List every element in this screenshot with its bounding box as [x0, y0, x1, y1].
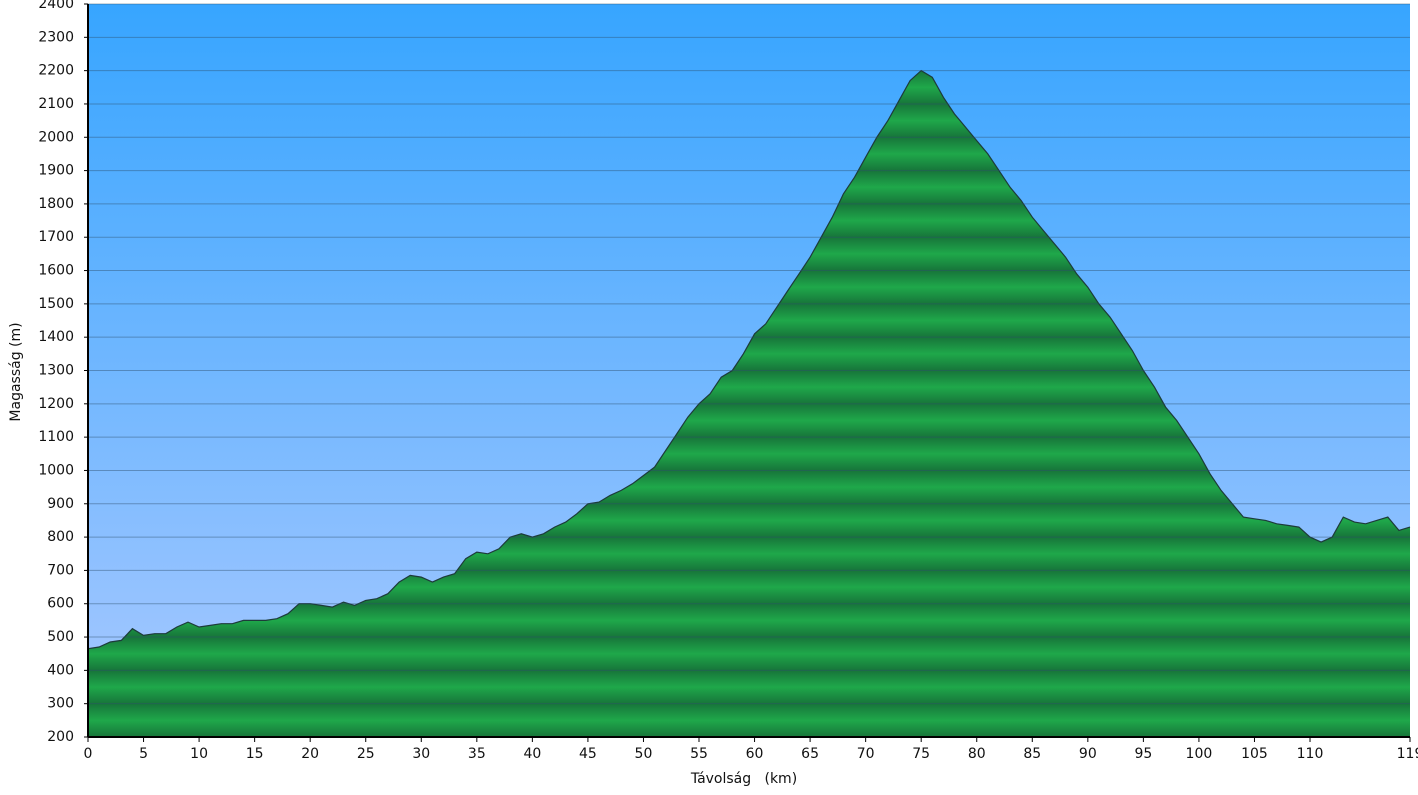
y-tick-label: 500: [47, 629, 74, 645]
x-tick-label: 45: [579, 746, 597, 762]
x-tick-label: 10: [190, 746, 208, 762]
x-tick-label: 80: [968, 746, 986, 762]
y-tick-label: 300: [47, 696, 74, 712]
x-tick-label: 55: [690, 746, 708, 762]
y-tick-label: 900: [47, 496, 74, 512]
y-tick-label: 1800: [38, 196, 74, 212]
x-tick-label: 85: [1023, 746, 1041, 762]
y-tick-label: 1200: [38, 396, 74, 412]
x-tick-label: 60: [746, 746, 764, 762]
x-tick-label: 40: [523, 746, 541, 762]
x-tick-label: 35: [468, 746, 486, 762]
y-tick-label: 1700: [38, 229, 74, 245]
x-tick-label: 90: [1079, 746, 1097, 762]
y-tick-label: 1600: [38, 263, 74, 279]
y-tick-label: 2300: [38, 29, 74, 45]
y-tick-label: 2000: [38, 129, 74, 145]
x-tick-label: 0: [84, 746, 93, 762]
x-tick-label: 95: [1134, 746, 1152, 762]
elevation-line: [87, 69, 1411, 650]
y-tick-label: 200: [47, 729, 74, 745]
x-tick-label: 105: [1241, 746, 1268, 762]
x-axis-label: Távolság (km): [690, 771, 797, 787]
x-tick-label: 70: [857, 746, 875, 762]
x-tick-label: 75: [912, 746, 930, 762]
y-tick-label: 1000: [38, 462, 74, 478]
x-tick-label: 100: [1186, 746, 1213, 762]
y-tick-label: 1400: [38, 329, 74, 345]
x-tick-label: 50: [635, 746, 653, 762]
y-tick-label: 1500: [38, 296, 74, 312]
y-tick-label: 1900: [38, 163, 74, 179]
x-tick-label: 110: [1297, 746, 1324, 762]
x-tick-label: 5: [139, 746, 148, 762]
y-tick-label: 2100: [38, 96, 74, 112]
y-tick-label: 2200: [38, 63, 74, 79]
x-tick-label: 20: [301, 746, 319, 762]
y-axis-label: Magasság (m): [8, 322, 24, 421]
y-tick-label: 700: [47, 562, 74, 578]
x-tick-label: 15: [246, 746, 264, 762]
elevation-area: [88, 70, 1410, 738]
y-tick-label: 400: [47, 662, 74, 678]
x-tick-label: 65: [801, 746, 819, 762]
y-tick-label: 1100: [38, 429, 74, 445]
x-tick-label: 25: [357, 746, 375, 762]
x-tick-label: 119: [1397, 746, 1418, 762]
y-tick-label: 1300: [38, 363, 74, 379]
y-tick-label: 600: [47, 596, 74, 612]
x-tick-label: 30: [412, 746, 430, 762]
y-tick-label: 800: [47, 529, 74, 545]
y-tick-label: 2400: [38, 0, 74, 12]
